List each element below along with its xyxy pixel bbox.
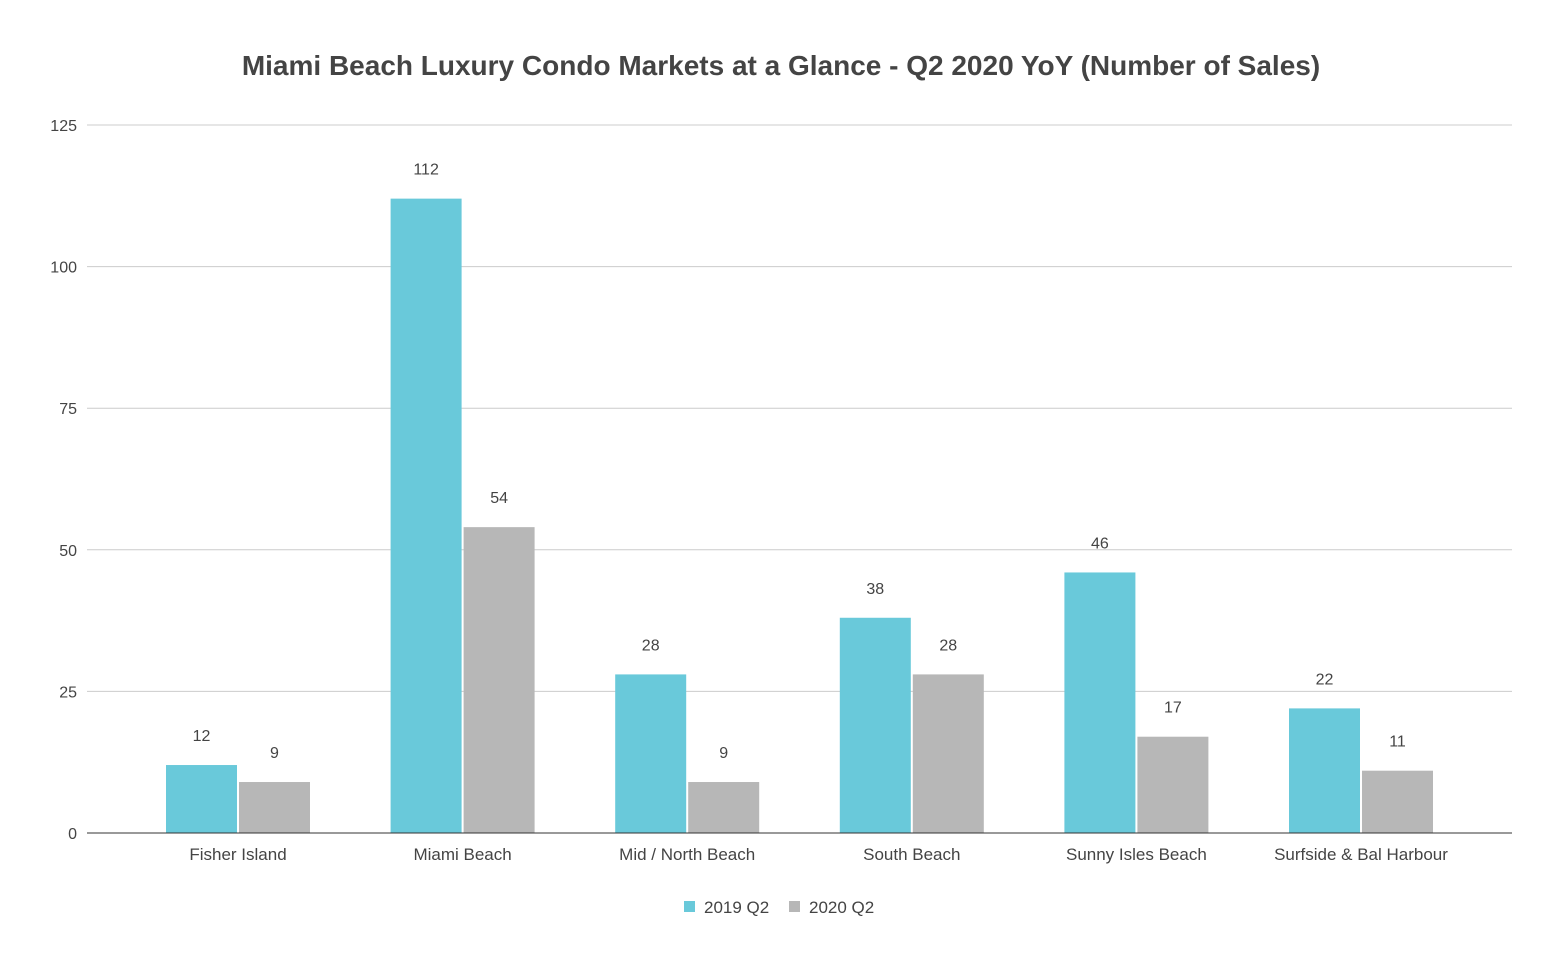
data-label: 28: [939, 637, 957, 654]
bar-2020-q2: [1362, 770, 1433, 833]
bar-2020-q2: [1137, 736, 1209, 833]
y-tick-label: 100: [50, 260, 77, 277]
data-label: 22: [1316, 671, 1334, 688]
x-tick-label: Mid / North Beach: [619, 845, 755, 864]
legend-label: 2020 Q2: [809, 898, 874, 917]
y-tick-label: 125: [50, 118, 77, 135]
bar-2020-q2: [239, 782, 310, 833]
data-label: 11: [1389, 734, 1406, 751]
bar-2019-q2: [1289, 708, 1360, 833]
x-tick-label: Fisher Island: [189, 845, 286, 864]
data-label: 9: [719, 745, 728, 762]
bar-2019-q2: [166, 765, 237, 833]
legend-swatch: [684, 901, 695, 912]
bar-2020-q2: [688, 782, 760, 833]
data-label: 112: [413, 162, 439, 179]
x-tick-label: South Beach: [863, 845, 960, 864]
data-label: 54: [490, 490, 508, 507]
y-tick-label: 50: [59, 543, 77, 560]
data-label: 38: [866, 581, 884, 598]
x-axis: Fisher Island Miami Beach Mid / North Beac…: [189, 845, 1448, 864]
gridlines: [87, 124, 1512, 692]
data-label: 28: [642, 637, 660, 654]
bar-2020-q2: [912, 674, 984, 833]
bars: 12 9 112 54 28 9 38 28 46 17 22 11: [166, 162, 1433, 833]
data-label: 9: [270, 745, 279, 762]
legend: 2019 Q2 2020 Q2: [684, 898, 874, 917]
y-tick-label: 25: [59, 684, 77, 701]
bar-2019-q2: [1064, 572, 1136, 833]
x-tick-label: Sunny Isles Beach: [1066, 845, 1207, 864]
legend-label: 2019 Q2: [704, 898, 769, 917]
y-tick-label: 75: [59, 401, 77, 418]
y-tick-label: 0: [68, 826, 77, 843]
bar-2020-q2: [463, 527, 535, 833]
x-tick-label: Surfside & Bal Harbour: [1274, 845, 1448, 864]
bar-2019-q2: [390, 198, 462, 833]
bar-2019-q2: [839, 617, 911, 833]
data-label: 17: [1164, 700, 1182, 717]
chart-title: Miami Beach Luxury Condo Markets at a Gl…: [242, 50, 1320, 81]
data-label: 12: [193, 728, 211, 745]
bar-2019-q2: [615, 674, 687, 833]
legend-swatch: [789, 901, 800, 912]
x-tick-label: Miami Beach: [413, 845, 511, 864]
y-axis: 0 25 50 75 100 125: [50, 118, 77, 843]
data-label: 46: [1091, 535, 1109, 552]
